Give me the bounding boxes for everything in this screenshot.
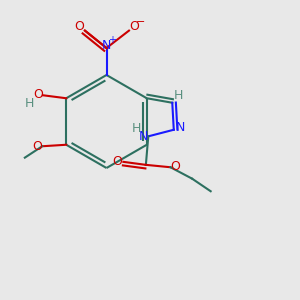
Text: N: N [139,130,148,142]
Text: N: N [102,39,111,52]
Text: O: O [170,160,180,173]
Text: O: O [75,20,84,33]
Text: H: H [174,89,184,102]
Text: +: + [109,35,116,45]
Text: O: O [33,88,43,101]
Text: H: H [25,97,34,110]
Text: H: H [132,122,141,135]
Text: O: O [112,155,122,168]
Text: O: O [32,140,42,153]
Text: N: N [176,121,185,134]
Text: −: − [136,17,145,27]
Text: O: O [129,20,139,34]
